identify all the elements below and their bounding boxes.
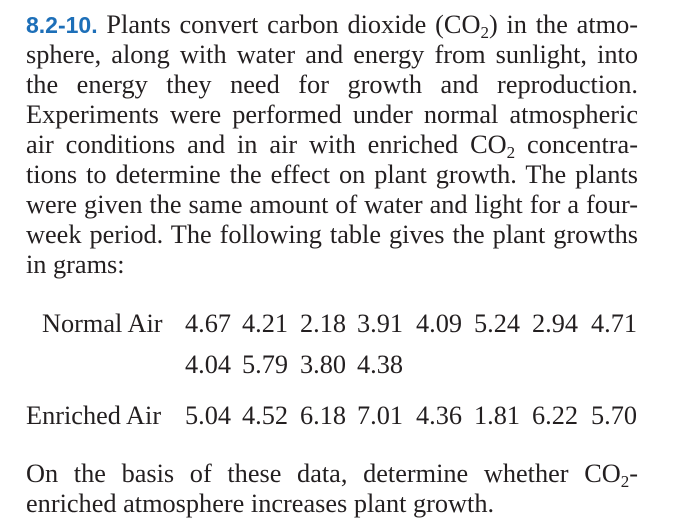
normal-air-value: 3.80 (300, 350, 347, 379)
enriched-air-value: 5.04 (185, 401, 232, 430)
closing-text-part-1: On the basis of these data, determine wh… (26, 459, 621, 488)
closing-question: On the basis of these data, determine wh… (26, 459, 638, 519)
enriched-air-value: 5.70 (591, 401, 638, 430)
normal-air-value: 5.24 (474, 309, 521, 338)
enriched-air-value: 6.22 (532, 401, 579, 430)
problem-text-part-3: concentra-tions to determine the effect … (26, 130, 638, 279)
normal-air-value: 5.79 (242, 350, 289, 379)
normal-air-value: 4.04 (185, 350, 232, 379)
normal-air-value: 4.09 (416, 309, 463, 338)
co2-subscript-3: 2 (620, 472, 630, 491)
normal-air-value: 4.71 (591, 309, 638, 338)
enriched-air-label: Enriched Air (26, 401, 162, 430)
enriched-air-value: 6.18 (300, 401, 347, 430)
closing-text-part-2: -enriched atmosphere increases plant gro… (26, 459, 638, 518)
problem-statement: 8.2-10. Plants convert carbon dioxide (C… (26, 10, 638, 280)
co2-subscript-1: 2 (480, 23, 489, 42)
enriched-air-value: 4.36 (416, 401, 463, 430)
co2-subscript-2: 2 (506, 143, 516, 162)
problem-text-part-1: Plants convert carbon dioxide (CO (106, 10, 481, 39)
normal-air-row-1: Normal Air 4.67 4.21 2.18 3.91 4.09 5.24 2.94 4… (0, 309, 685, 339)
normal-air-value: 4.21 (242, 309, 289, 338)
normal-air-value: 2.18 (300, 309, 347, 338)
problem-number: 8.2-10. (26, 12, 98, 38)
normal-air-label: Normal Air (42, 309, 163, 338)
enriched-air-value: 4.52 (242, 401, 289, 430)
enriched-air-value: 1.81 (474, 401, 521, 430)
problem-text-part-2: ) in the atmo-sphere, along with water a… (26, 10, 638, 159)
normal-air-row-2: 4.04 5.79 3.80 4.38 (0, 350, 685, 380)
normal-air-value: 4.38 (357, 350, 404, 379)
enriched-air-row: Enriched Air 5.04 4.52 6.18 7.01 4.36 1.81 6.2… (0, 401, 685, 431)
normal-air-value: 4.67 (185, 309, 232, 338)
normal-air-value: 2.94 (532, 309, 579, 338)
normal-air-value: 3.91 (357, 309, 404, 338)
enriched-air-value: 7.01 (357, 401, 404, 430)
